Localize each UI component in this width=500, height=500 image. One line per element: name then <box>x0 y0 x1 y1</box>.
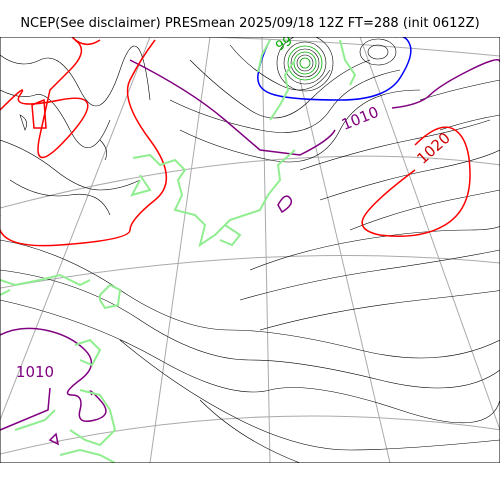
chart-title: NCEP(See disclaimer) PRESmean 2025/09/18… <box>20 16 480 31</box>
coastlines <box>0 39 357 463</box>
isobar-1020-small-cell <box>31 98 47 129</box>
isobar-1010-southwest <box>0 327 107 422</box>
isobar-1020-north <box>71 37 101 46</box>
latitude-line <box>0 415 500 455</box>
isobar-1010-north <box>129 59 336 156</box>
longitude-line <box>299 79 391 463</box>
map-panel: 1010 1020 1010 99 <box>0 36 500 464</box>
isobar-1010-east <box>391 59 500 109</box>
longitude-line <box>359 37 500 431</box>
isobars-thin <box>0 37 500 463</box>
isobar-1010-island-2 <box>48 432 60 446</box>
isobar-low <box>257 37 412 101</box>
isobar-1020-east <box>361 126 471 237</box>
isobar-1020-west-2 <box>0 39 89 158</box>
latitude-line <box>30 37 500 57</box>
isobar-1010-southwest-2 <box>0 387 51 431</box>
pressure-map: 1010 1020 1010 99 <box>0 36 500 464</box>
map-background <box>0 37 500 463</box>
isobar-1020-west <box>0 39 168 247</box>
longitude-line <box>149 37 211 463</box>
contour-label-1010-southwest: 1010 <box>16 363 54 381</box>
longitude-line <box>0 37 151 421</box>
isobar-1010-island <box>277 195 293 214</box>
longitude-line <box>261 37 271 463</box>
